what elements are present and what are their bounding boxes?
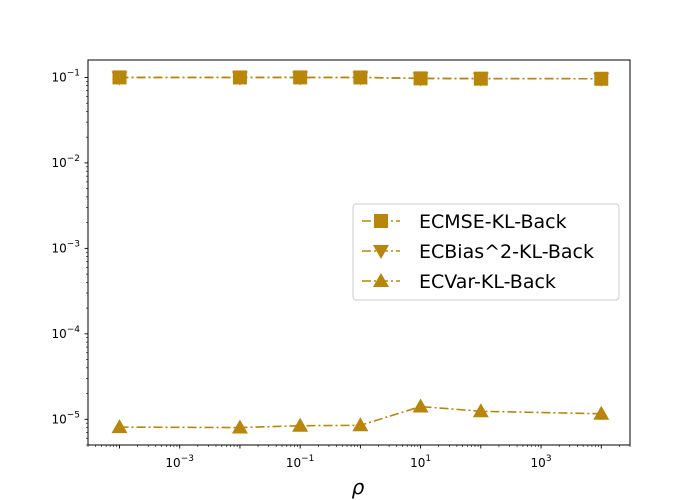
data-point-s2-4	[412, 398, 429, 413]
data-point-s0-5	[473, 71, 488, 86]
legend-label-1: ECBias^2-KL-Back	[419, 241, 594, 263]
x-tick-label-2: 101	[410, 454, 431, 470]
data-point-s2-3	[352, 417, 369, 432]
x-tick-label-1: 10−1	[286, 454, 315, 470]
legend-marker-0	[374, 214, 388, 228]
x-axis-label: ρ	[352, 475, 365, 499]
legend-label-2: ECVar-KL-Back	[419, 271, 556, 293]
data-point-s2-6	[593, 405, 610, 420]
x-tick-label-0: 10−3	[165, 454, 194, 470]
data-point-s0-4	[413, 71, 428, 86]
data-point-s0-6	[594, 71, 609, 86]
legend-box	[352, 203, 620, 301]
axes: 10−3 10−1 101 103 10−1 10−2 10−3 10−4 10−5	[51, 59, 631, 470]
legend-marker-2	[373, 273, 389, 287]
data-point-s0-0	[112, 70, 127, 85]
y-tick-label-0: 10−1	[51, 68, 80, 84]
data-point-s2-5	[472, 403, 489, 418]
data-point-s2-1	[231, 419, 248, 434]
legend-label-0: ECMSE-KL-Back	[419, 211, 567, 233]
data-point-s0-2	[293, 70, 308, 85]
x-tick-label-3: 103	[531, 454, 552, 470]
y-tick-label-2: 10−3	[51, 239, 80, 255]
y-tick-label-4: 10−5	[51, 410, 80, 426]
y-tick-label-1: 10−2	[51, 154, 80, 170]
y-tick-label-3: 10−4	[51, 325, 80, 341]
data-point-s2-2	[292, 417, 309, 432]
legend-marker-1	[373, 245, 389, 259]
legend[interactable]: ECMSE-KL-Back ECBias^2-KL-Back ECVar-KL-Ba…	[352, 203, 620, 301]
data-point-s0-1	[232, 70, 247, 85]
data-point-s2-0	[111, 419, 128, 434]
data-point-s0-3	[353, 70, 368, 85]
